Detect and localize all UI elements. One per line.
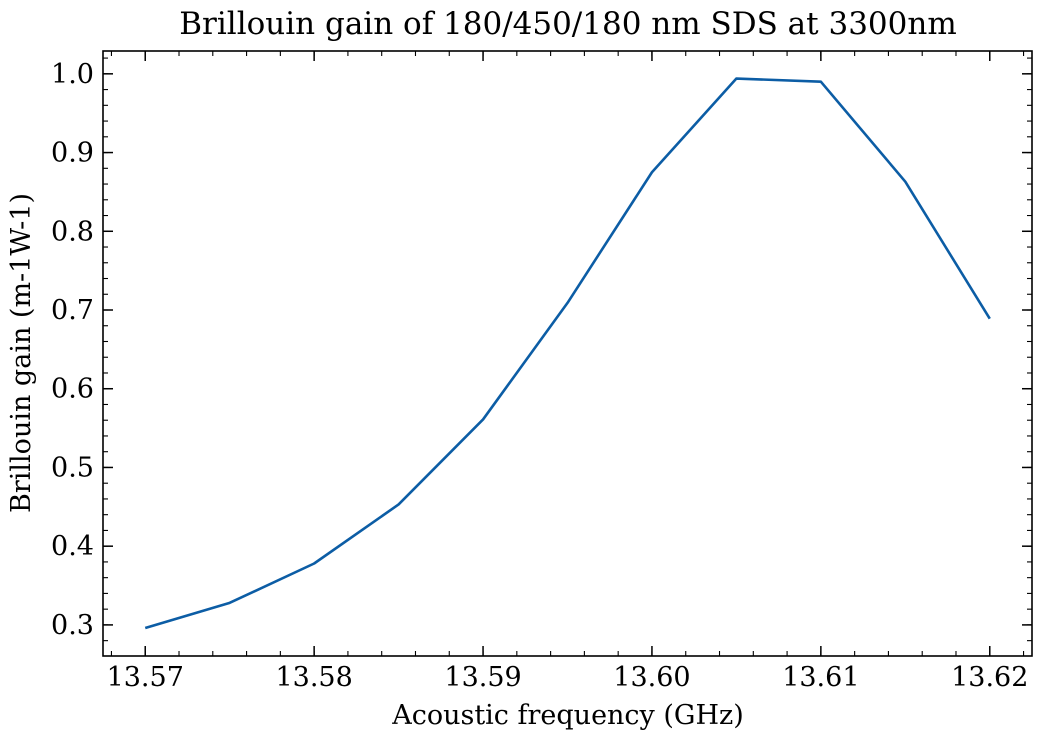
x-tick-label: 13.57	[107, 662, 184, 693]
x-tick-label: 13.62	[951, 662, 1028, 693]
x-axis-label: Acoustic frequency (GHz)	[391, 700, 744, 731]
x-tick-label: 13.61	[782, 662, 859, 693]
y-tick-label: 1.0	[51, 59, 94, 90]
series-layer	[144, 77, 991, 630]
chart-title: Brillouin gain of 180/450/180 nm SDS at …	[179, 6, 956, 42]
y-tick-label: 0.7	[51, 295, 94, 326]
tick-labels: 13.57 13.58 13.59 13.60 13.61 13.62 0.3 0.4 0.5 0…	[51, 59, 1028, 693]
ticks-layer	[103, 51, 1032, 656]
y-axis-label: Brillouin gain (m-1W-1)	[6, 193, 37, 513]
y-tick-label: 0.4	[51, 531, 94, 562]
x-tick-label: 13.59	[444, 662, 521, 693]
y-tick-label: 0.5	[51, 452, 94, 483]
x-tick-label: 13.60	[613, 662, 690, 693]
y-tick-label: 0.9	[51, 138, 94, 169]
y-tick-label: 0.6	[51, 374, 94, 405]
series-line	[144, 77, 991, 630]
y-tick-label: 0.8	[51, 216, 94, 247]
plot-frame	[102, 50, 1033, 657]
y-tick-label: 0.3	[51, 610, 94, 641]
x-tick-label: 13.58	[275, 662, 352, 693]
